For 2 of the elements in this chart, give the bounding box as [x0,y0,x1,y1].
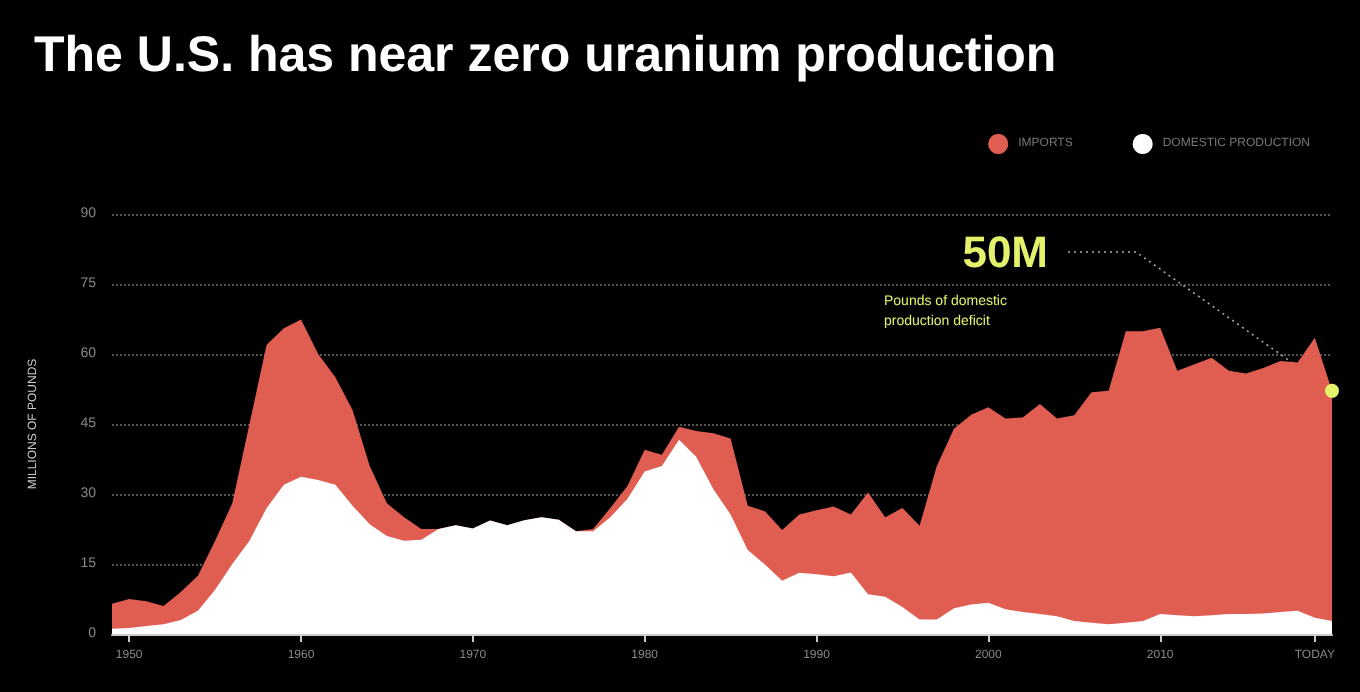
chart-title: The U.S. has near zero uranium production [34,27,1057,83]
annotation: 50M [962,227,1048,277]
